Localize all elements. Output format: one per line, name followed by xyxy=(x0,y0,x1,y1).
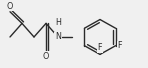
Text: F: F xyxy=(98,44,102,52)
Text: O: O xyxy=(7,2,13,11)
Text: N: N xyxy=(55,33,61,41)
Text: O: O xyxy=(43,52,49,61)
Text: F: F xyxy=(118,41,122,50)
Text: H: H xyxy=(55,18,61,27)
